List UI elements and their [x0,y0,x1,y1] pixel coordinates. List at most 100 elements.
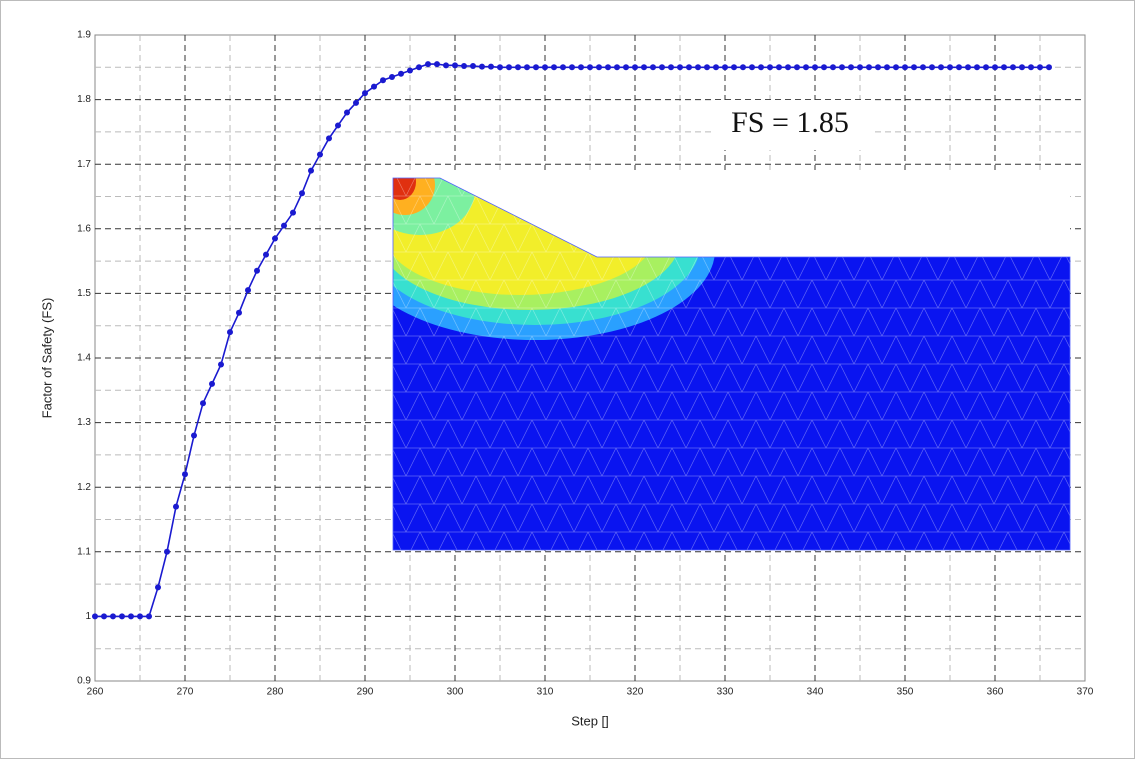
data-point [524,64,530,71]
data-point [659,64,665,71]
x-tick-label: 370 [1077,687,1094,698]
data-point [1046,64,1052,71]
data-point [1010,64,1016,71]
data-point [245,287,251,294]
data-point [875,64,881,71]
data-point [614,64,620,71]
data-point [344,109,350,116]
x-tick-label: 360 [987,687,1004,698]
data-point [371,83,377,90]
data-point [1028,64,1034,71]
y-tick-label: 1.7 [77,159,91,170]
data-point [749,64,755,71]
data-point [551,64,557,71]
data-point [101,613,107,620]
y-tick-label: 1.4 [77,353,91,364]
data-point [479,63,485,70]
data-point [110,613,116,620]
data-point [1001,64,1007,71]
data-point [632,64,638,71]
data-point [731,64,737,71]
data-point [650,64,656,71]
data-point [902,64,908,71]
data-point [434,61,440,68]
data-point [263,251,269,258]
data-point [299,190,305,197]
data-point [893,64,899,71]
data-point [209,380,215,387]
x-tick-label: 310 [537,687,554,698]
data-point [785,64,791,71]
data-point [497,64,503,71]
y-tick-label: 1 [85,611,91,622]
data-point [308,167,314,174]
data-point [641,64,647,71]
data-point [470,63,476,70]
data-point [380,77,386,84]
data-point [272,235,278,242]
data-point [461,63,467,70]
data-point [803,64,809,71]
data-point [164,548,170,555]
data-point [758,64,764,71]
data-point [848,64,854,71]
data-point [992,64,998,71]
data-point [488,63,494,70]
y-tick-label: 1.8 [77,94,91,105]
data-point [1037,64,1043,71]
data-point [686,64,692,71]
data-point [137,613,143,620]
inset-model [392,170,1071,551]
y-tick-label: 1.9 [77,30,91,41]
data-point [983,64,989,71]
data-point [1019,64,1025,71]
data-point [326,135,332,142]
data-point [767,64,773,71]
x-tick-label: 290 [357,687,374,698]
y-tick-label: 1.1 [77,546,91,557]
data-point [956,64,962,71]
x-tick-label: 260 [87,687,104,698]
y-tick-label: 0.9 [77,676,91,687]
data-point [884,64,890,71]
data-point [623,64,629,71]
data-point [533,64,539,71]
data-point [929,64,935,71]
data-point [146,613,152,620]
data-point [830,64,836,71]
data-point [119,613,125,620]
x-tick-label: 320 [627,687,644,698]
data-point [596,64,602,71]
data-point [938,64,944,71]
data-point [704,64,710,71]
data-point [407,67,413,74]
data-point [866,64,872,71]
x-axis-label: Step [] [571,713,609,728]
data-point [182,471,188,478]
data-point [560,64,566,71]
data-point [218,361,224,368]
data-point [416,64,422,71]
data-point [515,64,521,71]
data-point [227,329,233,336]
y-tick-label: 1.5 [77,288,91,299]
data-point [236,309,242,316]
data-point [713,64,719,71]
data-point [605,64,611,71]
data-point [317,151,323,158]
data-point [821,64,827,71]
data-point [290,209,296,216]
data-point [425,61,431,68]
data-point [155,584,161,591]
x-tick-label: 280 [267,687,284,698]
annotation-box [715,100,875,150]
data-point [722,64,728,71]
data-point [857,64,863,71]
data-point [776,64,782,71]
data-point [92,613,98,620]
data-point [398,70,404,77]
y-tick-label: 1.6 [77,223,91,234]
data-point [677,64,683,71]
data-point [587,64,593,71]
data-point [362,90,368,97]
